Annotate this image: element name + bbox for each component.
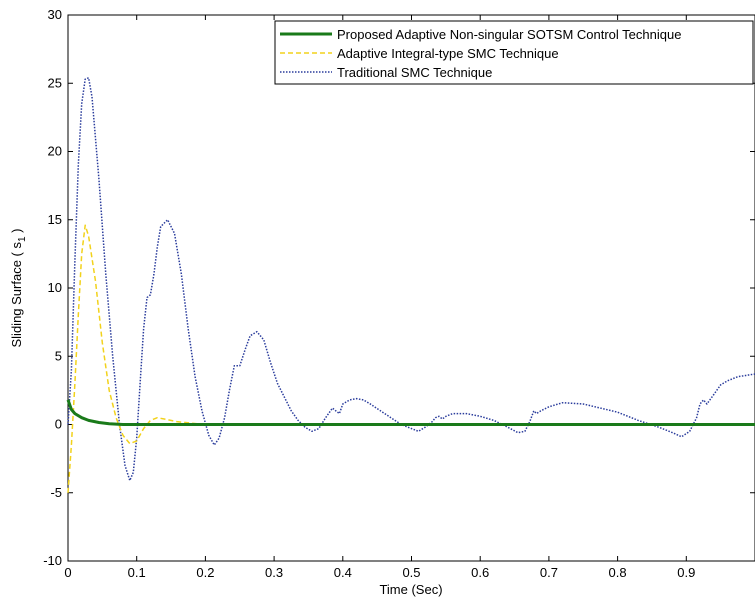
x-tick-label: 0.6 <box>471 565 489 580</box>
x-tick-label: 0.8 <box>609 565 627 580</box>
x-tick-label: 0.7 <box>540 565 558 580</box>
y-tick-label: 25 <box>48 75 62 90</box>
y-tick-label: 30 <box>48 7 62 22</box>
y-tick-label: 0 <box>55 417 62 432</box>
y-tick-label: 5 <box>55 348 62 363</box>
y-tick-label: 20 <box>48 144 62 159</box>
y-axis-label-main: Sliding Surface ( s <box>9 242 24 348</box>
y-tick-label: 15 <box>48 212 62 227</box>
series-line-adaptive-integral <box>67 224 755 493</box>
y-axis-label-subscript: 1 <box>17 236 28 242</box>
y-axis-label: Sliding Surface ( s1 ) <box>9 228 28 347</box>
y-tick-label: -5 <box>50 485 62 500</box>
axis-ticks: 0 0.1 0.2 0.3 0.4 0.5 0.6 0.7 0.8 0.9 -10 -5 0 5 10 15 2… <box>43 7 755 580</box>
legend-entry-proposed: Proposed Adaptive Non-singular SOTSM Con… <box>337 27 681 42</box>
y-tick-label: -10 <box>43 553 62 568</box>
legend-entry-adaptive-integral: Adaptive Integral-type SMC Technique <box>337 46 559 61</box>
x-tick-label: 0.9 <box>677 565 695 580</box>
y-tick-label: 10 <box>48 280 62 295</box>
series-line-proposed <box>66 399 755 426</box>
series-layer <box>66 77 755 493</box>
x-tick-label: 0.5 <box>402 565 420 580</box>
x-tick-label: 0.4 <box>334 565 352 580</box>
series-line-traditional <box>67 77 755 482</box>
plot-area <box>67 14 755 562</box>
x-tick-label: 0.3 <box>265 565 283 580</box>
x-axis-label: Time (Sec) <box>379 582 442 597</box>
x-tick-label: 0.2 <box>196 565 214 580</box>
x-tick-label: 0 <box>64 565 71 580</box>
x-tick-label: 0.1 <box>128 565 146 580</box>
y-axis-label-suffix: ) <box>9 228 24 236</box>
legend-box <box>274 20 754 85</box>
legend-entry-traditional: Traditional SMC Technique <box>337 65 492 80</box>
legend: Proposed Adaptive Non-singular SOTSM Con… <box>274 20 754 85</box>
